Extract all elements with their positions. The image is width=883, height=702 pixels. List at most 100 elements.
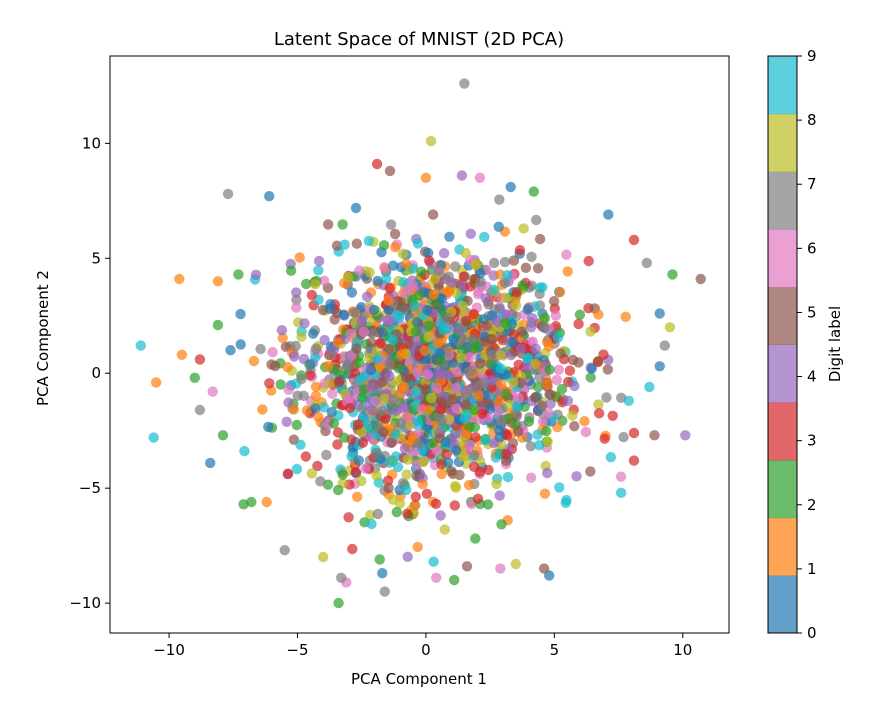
scatter-point: [277, 332, 288, 344]
scatter-point: [366, 405, 377, 416]
scatter-point: [545, 398, 556, 409]
scatter-point: [443, 369, 454, 381]
scatter-point: [371, 449, 382, 460]
scatter-point: [326, 406, 337, 418]
scatter-point: [282, 468, 294, 479]
scatter-point: [450, 382, 462, 394]
scatter-point: [537, 400, 548, 411]
scatter-point: [383, 295, 394, 306]
colorbar-segment: [768, 171, 797, 230]
scatter-point: [450, 482, 462, 493]
scatter-point: [212, 319, 224, 331]
scatter-point: [442, 312, 453, 324]
scatter-point: [392, 310, 403, 321]
scatter-point: [468, 342, 480, 354]
scatter-point: [346, 350, 357, 362]
scatter-point: [397, 302, 409, 313]
scatter-point: [151, 377, 162, 388]
scatter-point: [435, 404, 447, 415]
axes-frame: [109, 55, 730, 634]
scatter-point: [336, 572, 347, 583]
scatter-point: [276, 325, 288, 336]
scatter-point: [569, 380, 580, 392]
scatter-point: [550, 310, 561, 321]
scatter-point: [433, 265, 444, 276]
scatter-point: [495, 349, 506, 361]
scatter-point: [667, 269, 678, 280]
scatter-point: [513, 359, 524, 370]
scatter-point: [337, 219, 348, 230]
scatter-point: [585, 466, 596, 477]
scatter-point: [601, 392, 612, 403]
scatter-point: [449, 574, 460, 586]
scatter-point: [428, 289, 440, 300]
scatter-point: [501, 309, 512, 320]
y-tick-label: −5: [79, 479, 101, 497]
scatter-point: [695, 273, 706, 285]
scatter-point: [511, 401, 522, 412]
scatter-point: [422, 405, 434, 416]
scatter-point: [413, 438, 424, 449]
scatter-point: [569, 421, 580, 432]
scatter-point: [554, 286, 566, 298]
scatter-point: [460, 399, 471, 411]
scatter-point: [436, 293, 448, 304]
scatter-point: [384, 370, 395, 382]
scatter-point: [305, 370, 316, 381]
scatter-point: [352, 491, 363, 502]
scatter-point: [135, 340, 146, 351]
scatter-point: [402, 454, 414, 465]
scatter-point: [562, 266, 573, 277]
scatter-point: [494, 490, 505, 501]
scatter-point: [442, 286, 453, 298]
scatter-point: [306, 289, 318, 301]
scatter-point: [438, 248, 450, 259]
scatter-point: [380, 273, 392, 285]
scatter-point: [585, 326, 596, 337]
scatter-point: [511, 287, 522, 298]
scatter-point: [458, 271, 469, 282]
scatter-point: [350, 202, 362, 214]
scatter-point: [387, 334, 398, 346]
scatter-point: [574, 309, 586, 320]
scatter-point: [246, 496, 257, 508]
scatter-point: [473, 390, 484, 401]
scatter-point: [368, 304, 380, 316]
scatter-point: [615, 487, 627, 498]
scatter-point: [481, 320, 493, 331]
scatter-point: [641, 257, 652, 269]
scatter-point: [390, 451, 402, 462]
scatter-point: [401, 484, 412, 496]
scatter-point: [217, 430, 229, 441]
scatter-point: [579, 416, 590, 427]
scatter-point: [501, 448, 512, 460]
scatter-point: [344, 402, 356, 414]
scatter-point: [502, 471, 514, 483]
scatter-point: [205, 457, 216, 469]
scatter-point: [466, 366, 478, 377]
scatter-point: [500, 388, 512, 400]
scatter-point: [421, 488, 433, 499]
scatter-point: [296, 373, 307, 385]
scatter-point: [538, 563, 550, 574]
scatter-point: [470, 432, 481, 443]
scatter-point: [222, 188, 234, 200]
scatter-point: [398, 381, 410, 392]
scatter-point: [418, 456, 429, 467]
scatter-point: [494, 194, 505, 205]
scatter-point: [628, 234, 640, 246]
scatter-point: [496, 519, 507, 530]
scatter-point: [508, 377, 519, 388]
scatter-point: [325, 349, 336, 361]
scatter-point: [562, 395, 574, 406]
scatter-point: [544, 364, 555, 375]
scatter-point: [537, 416, 549, 427]
scatter-point: [412, 415, 424, 427]
scatter-point: [288, 351, 300, 362]
scatter-point: [475, 268, 486, 279]
scatter-point: [489, 257, 500, 269]
scatter-point: [402, 508, 413, 519]
scatter-point: [516, 326, 528, 337]
scatter-point: [472, 493, 484, 504]
scatter-point: [593, 408, 605, 419]
